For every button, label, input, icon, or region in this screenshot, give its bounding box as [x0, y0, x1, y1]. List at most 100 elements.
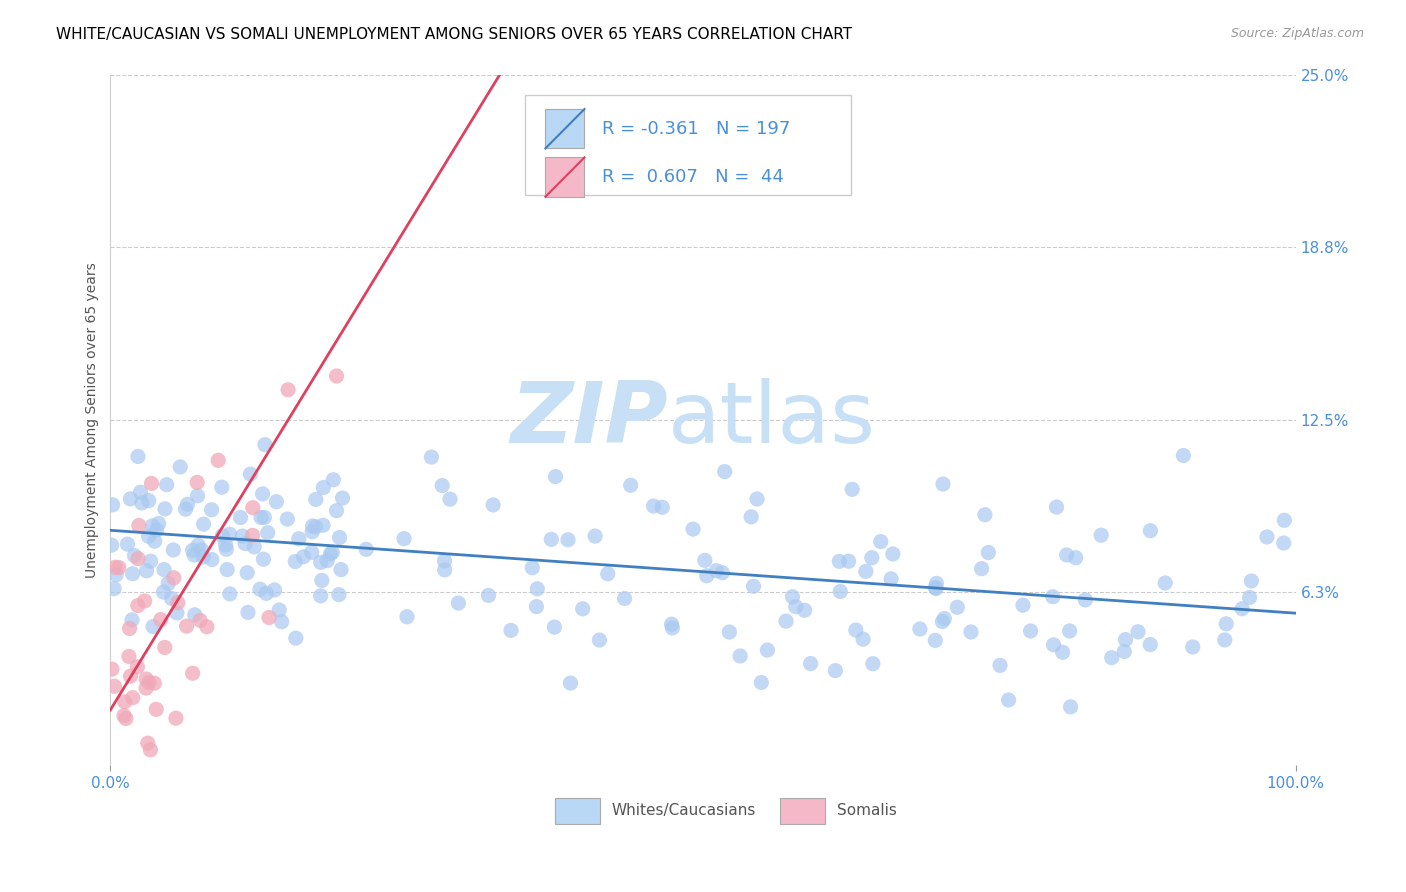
Point: [1240, 574, 1263, 588]
Point: [127, 599, 149, 613]
Point: [250, 510, 273, 524]
Point: [305, 492, 328, 507]
Point: [104, 837, 127, 851]
Point: [1114, 644, 1136, 658]
Point: [115, 711, 138, 725]
Point: [316, 554, 339, 568]
Point: [841, 483, 863, 497]
Point: [1213, 632, 1236, 647]
Point: [284, 631, 307, 645]
Point: [174, 502, 197, 516]
Point: [319, 547, 342, 561]
Bar: [546, 109, 585, 148]
Text: R = -0.361   N = 197: R = -0.361 N = 197: [602, 120, 790, 137]
Point: [277, 383, 299, 397]
Point: [193, 549, 215, 564]
Point: [711, 566, 734, 580]
Point: [157, 576, 180, 591]
Point: [301, 524, 323, 539]
Point: [218, 527, 240, 541]
Point: [127, 450, 149, 464]
Point: [249, 582, 271, 597]
Point: [141, 519, 163, 533]
Point: [433, 563, 456, 577]
Point: [1215, 616, 1237, 631]
Point: [643, 499, 665, 513]
Point: [838, 554, 860, 568]
Point: [1101, 650, 1123, 665]
Point: [128, 518, 150, 533]
Point: [153, 640, 176, 655]
Point: [243, 540, 266, 554]
Point: [105, 567, 128, 582]
Point: [793, 603, 815, 617]
Point: [430, 478, 453, 492]
Point: [311, 574, 333, 588]
Point: [143, 534, 166, 549]
Point: [1173, 449, 1195, 463]
Point: [544, 469, 567, 483]
Point: [121, 613, 143, 627]
Point: [1272, 536, 1295, 550]
Point: [1090, 528, 1112, 542]
Point: [121, 690, 143, 705]
Point: [395, 609, 418, 624]
Point: [1064, 550, 1087, 565]
Point: [103, 582, 125, 596]
Point: [974, 508, 997, 522]
Point: [253, 510, 276, 524]
Point: [176, 619, 198, 633]
Point: [749, 675, 772, 690]
Point: [114, 695, 136, 709]
Point: [526, 599, 548, 614]
Point: [139, 554, 162, 568]
Point: [392, 532, 415, 546]
Point: [134, 594, 156, 608]
Point: [231, 529, 253, 543]
Point: [201, 552, 224, 566]
Point: [186, 475, 208, 490]
Point: [190, 543, 212, 558]
Point: [218, 587, 240, 601]
Point: [1239, 591, 1261, 605]
Point: [328, 531, 350, 545]
Point: [136, 736, 159, 750]
Point: [997, 693, 1019, 707]
Point: [1045, 500, 1067, 514]
Point: [332, 491, 354, 505]
Point: [124, 549, 146, 563]
Point: [330, 563, 353, 577]
Point: [1056, 548, 1078, 562]
Point: [181, 666, 204, 681]
Point: [236, 606, 259, 620]
Point: [862, 657, 884, 671]
Point: [882, 547, 904, 561]
Point: [860, 550, 883, 565]
Point: [153, 563, 176, 577]
Point: [1154, 576, 1177, 591]
Point: [165, 711, 187, 725]
Point: [276, 512, 298, 526]
Point: [1181, 640, 1204, 654]
Point: [187, 538, 209, 552]
Point: [845, 623, 868, 637]
Point: [499, 624, 522, 638]
Point: [211, 529, 233, 543]
Point: [301, 519, 323, 533]
Point: [146, 789, 169, 804]
Point: [682, 522, 704, 536]
Point: [925, 582, 948, 596]
Point: [970, 561, 993, 575]
Point: [321, 545, 343, 559]
Point: [740, 509, 762, 524]
Point: [1139, 524, 1161, 538]
Point: [127, 660, 149, 674]
Point: [583, 529, 606, 543]
Point: [420, 450, 443, 464]
Text: Source: ZipAtlas.com: Source: ZipAtlas.com: [1230, 27, 1364, 40]
Point: [728, 648, 751, 663]
Point: [145, 702, 167, 716]
Point: [322, 473, 344, 487]
Point: [1114, 632, 1136, 647]
Point: [696, 568, 718, 582]
